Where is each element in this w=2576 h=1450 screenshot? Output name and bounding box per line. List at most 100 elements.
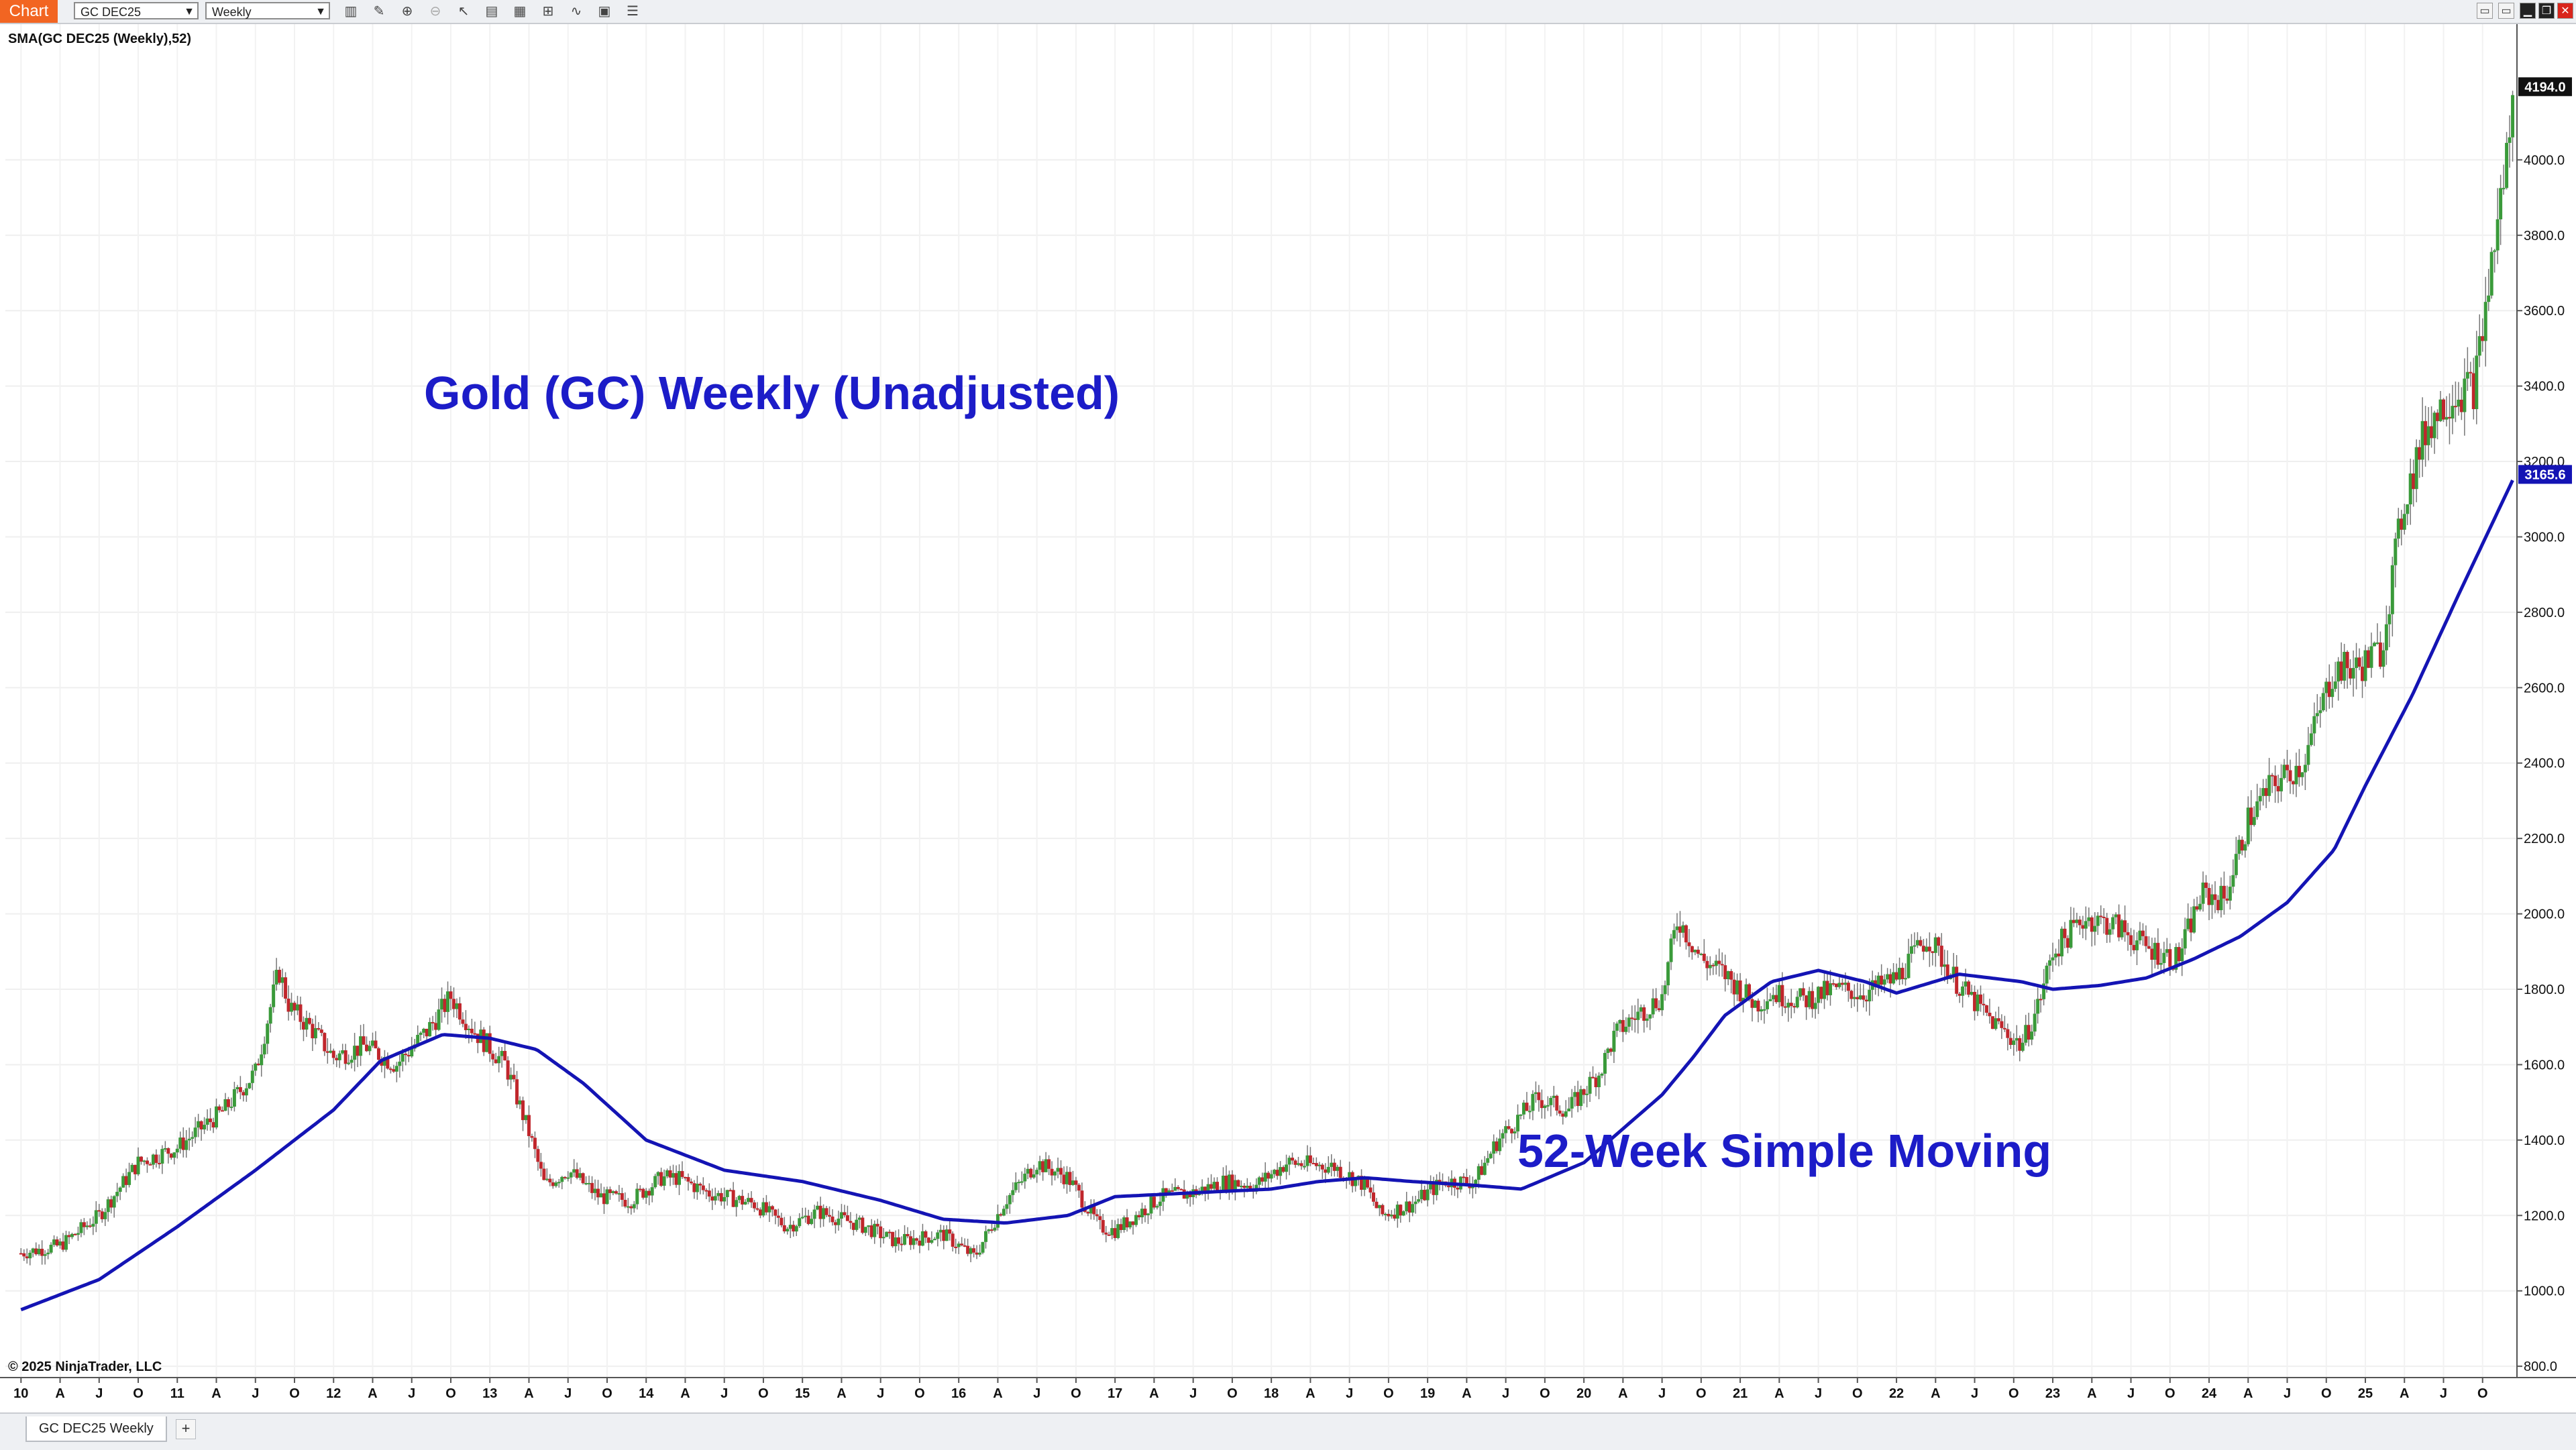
candle-up bbox=[1426, 1189, 1430, 1201]
candle-down bbox=[792, 1225, 796, 1232]
candle-up bbox=[2120, 920, 2124, 938]
x-axis: 10 A J O 11 A J O 12 A J O 13 A J O 14 A J O 15 A J O 16 A J O 17 A J O… bbox=[13, 1378, 2488, 1401]
x-tick-label: A bbox=[1149, 1386, 1159, 1401]
candle-down bbox=[1657, 1008, 1661, 1011]
candle-up bbox=[94, 1210, 98, 1224]
x-tick-label: J bbox=[877, 1386, 884, 1401]
x-tick-label: 22 bbox=[1889, 1386, 1904, 1401]
candle-down bbox=[2222, 885, 2226, 899]
candle-down bbox=[1927, 946, 1931, 952]
candle-down bbox=[1789, 1003, 1793, 1007]
candle-up bbox=[1585, 1093, 1589, 1095]
restore-window-icon[interactable]: ❐ bbox=[2538, 3, 2555, 19]
candle-down bbox=[88, 1225, 92, 1227]
chart-tab[interactable]: Chart bbox=[0, 0, 58, 23]
candle-up bbox=[1354, 1178, 1358, 1186]
candle-up bbox=[1023, 1173, 1027, 1182]
candle-down bbox=[689, 1181, 693, 1184]
candle-down bbox=[374, 1040, 378, 1049]
candle-down bbox=[1281, 1167, 1285, 1172]
candle-down bbox=[1558, 1110, 1562, 1114]
candle-down bbox=[166, 1148, 170, 1154]
candle-up bbox=[2165, 949, 2169, 953]
x-tick-label: A bbox=[2087, 1386, 2096, 1401]
instrument-select[interactable]: GC DEC25 ▼ bbox=[74, 2, 199, 19]
y-tick-label: 2000.0 bbox=[2524, 907, 2565, 922]
candle-up bbox=[191, 1137, 195, 1139]
candle-up bbox=[274, 970, 278, 985]
y-tick-label: 1000.0 bbox=[2524, 1284, 2565, 1299]
candle-up bbox=[1858, 995, 1862, 999]
x-tick-label: 21 bbox=[1733, 1386, 1748, 1401]
candle-down bbox=[683, 1176, 687, 1178]
properties-icon[interactable]: ☰ bbox=[627, 4, 639, 19]
candle-down bbox=[1729, 970, 1733, 980]
candle-up bbox=[2069, 919, 2073, 948]
candle-up bbox=[2279, 778, 2284, 791]
candle-up bbox=[2343, 651, 2347, 681]
candle-up bbox=[1504, 1126, 1508, 1133]
maximize-icon[interactable]: ▁ bbox=[2520, 3, 2536, 19]
candle-down bbox=[386, 1057, 390, 1069]
candle-up bbox=[1056, 1168, 1060, 1172]
zoom-in-icon[interactable]: ⊕ bbox=[401, 4, 413, 19]
candle-down bbox=[551, 1182, 555, 1186]
candle-down bbox=[1423, 1190, 1427, 1201]
candle-down bbox=[2264, 788, 2268, 796]
minimize-icon[interactable]: ▭ bbox=[2477, 3, 2493, 19]
candle-up bbox=[1285, 1164, 1289, 1172]
candle-down bbox=[972, 1248, 976, 1253]
chart-tab-gc-dec25-weekly[interactable]: GC DEC25 Weekly bbox=[25, 1416, 167, 1442]
candle-down bbox=[1125, 1217, 1129, 1228]
price-chart[interactable]: 800.0 1000.0 1200.0 1400.0 1600.0 1800.0 2000.… bbox=[0, 24, 2576, 1411]
candle-down bbox=[2078, 919, 2082, 926]
candle-up bbox=[1531, 1094, 1535, 1111]
candle-down bbox=[2286, 765, 2290, 771]
close-icon[interactable]: ✕ bbox=[2557, 3, 2573, 19]
candle-down bbox=[1732, 979, 1736, 995]
candle-up bbox=[713, 1196, 717, 1201]
candle-down bbox=[2027, 1025, 2031, 1040]
candle-up bbox=[743, 1202, 747, 1205]
candle-down bbox=[1432, 1184, 1436, 1195]
strategy-icon[interactable]: ▣ bbox=[598, 4, 611, 19]
candle-down bbox=[1805, 995, 1809, 1007]
candle-up bbox=[1898, 968, 1902, 980]
candle-up bbox=[1227, 1174, 1231, 1190]
candle-up bbox=[1413, 1201, 1417, 1205]
pencil-icon[interactable]: ✎ bbox=[373, 4, 385, 19]
candle-up bbox=[1567, 1108, 1571, 1112]
candle-up bbox=[1976, 994, 1980, 1011]
x-tick-label: J bbox=[564, 1386, 572, 1401]
candle-up bbox=[822, 1208, 826, 1219]
candle-down bbox=[749, 1198, 753, 1203]
zoom-out-icon[interactable]: ⊖ bbox=[429, 4, 441, 19]
candle-up bbox=[2408, 473, 2412, 505]
candle-up bbox=[76, 1233, 80, 1235]
candle-down bbox=[2006, 1029, 2010, 1038]
layout-icon[interactable]: ⊞ bbox=[542, 4, 554, 19]
candle-up bbox=[930, 1240, 934, 1243]
candle-up bbox=[2330, 689, 2334, 698]
candle-down bbox=[770, 1206, 774, 1210]
candle-down bbox=[731, 1190, 735, 1207]
restore-icon[interactable]: ▭ bbox=[2498, 3, 2514, 19]
x-tick-label: A bbox=[1462, 1386, 1471, 1401]
cursor-icon[interactable]: ↖ bbox=[458, 4, 470, 19]
period-select[interactable]: Weekly ▼ bbox=[205, 2, 330, 19]
candle-up bbox=[2477, 336, 2481, 356]
indicator-icon[interactable]: ∿ bbox=[570, 4, 582, 19]
candle-up bbox=[163, 1148, 167, 1150]
candle-up bbox=[1573, 1092, 1577, 1097]
candle-up bbox=[160, 1149, 164, 1164]
template-icon[interactable]: ▦ bbox=[513, 4, 527, 19]
chart-grid bbox=[5, 24, 2517, 1378]
candle-up bbox=[295, 1004, 299, 1011]
candle-down bbox=[1678, 926, 1682, 933]
candle-down bbox=[2345, 651, 2349, 669]
candle-down bbox=[692, 1183, 696, 1192]
add-tab-button[interactable]: + bbox=[176, 1419, 196, 1439]
data-box-icon[interactable]: ▤ bbox=[485, 4, 498, 19]
candle-up bbox=[725, 1190, 729, 1197]
bar-chart-icon[interactable]: ▥ bbox=[344, 4, 358, 19]
